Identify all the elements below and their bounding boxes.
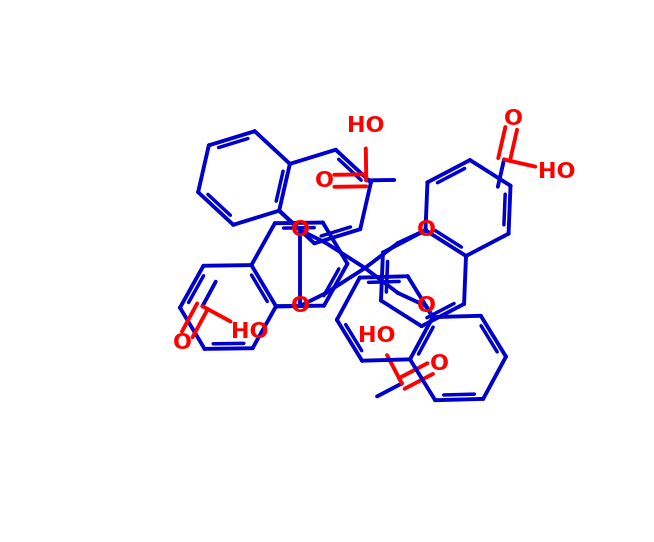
Text: O: O: [430, 354, 449, 374]
Text: O: O: [417, 220, 436, 240]
Text: O: O: [290, 220, 309, 240]
Text: HO: HO: [232, 322, 269, 342]
Text: O: O: [504, 108, 523, 128]
Text: O: O: [315, 171, 334, 191]
Text: HO: HO: [347, 117, 385, 137]
Text: HO: HO: [358, 326, 396, 346]
Text: O: O: [173, 333, 192, 353]
Text: O: O: [417, 296, 436, 316]
Text: O: O: [290, 296, 309, 316]
Text: HO: HO: [538, 162, 576, 182]
